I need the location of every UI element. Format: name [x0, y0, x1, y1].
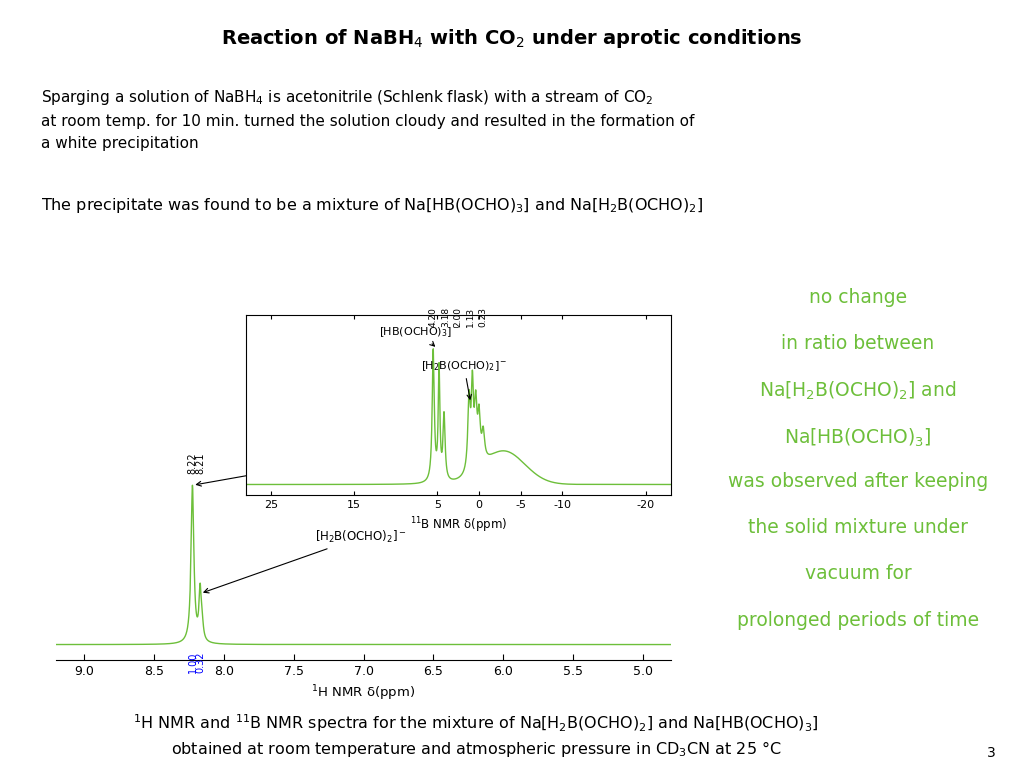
Text: obtained at room temperature and atmospheric pressure in CD$_3$CN at 25 °C: obtained at room temperature and atmosph… — [171, 739, 781, 759]
Text: was observed after keeping: was observed after keeping — [728, 472, 988, 492]
Text: Sparging a solution of NaBH$_4$ is acetonitrile (Schlenk flask) with a stream of: Sparging a solution of NaBH$_4$ is aceto… — [41, 88, 694, 151]
Text: 0.23: 0.23 — [479, 307, 487, 327]
Text: [HB(OCHO)$_3$]$^-$: [HB(OCHO)$_3$]$^-$ — [197, 454, 366, 486]
Text: The precipitate was found to be a mixture of Na[HB(OCHO)$_3$] and Na[H$_2$B(OCHO: The precipitate was found to be a mixtur… — [41, 196, 703, 215]
Text: [H$_2$B(OCHO)$_2$]$^-$: [H$_2$B(OCHO)$_2$]$^-$ — [421, 359, 507, 399]
Text: Na[H$_2$B(OCHO)$_2$] and: Na[H$_2$B(OCHO)$_2$] and — [760, 380, 956, 402]
Text: $^1$H NMR and $^{11}$B NMR spectra for the mixture of Na[H$_2$B(OCHO)$_2$] and N: $^1$H NMR and $^{11}$B NMR spectra for t… — [133, 713, 819, 734]
X-axis label: $^1$H NMR δ(ppm): $^1$H NMR δ(ppm) — [311, 684, 416, 703]
Text: vacuum for: vacuum for — [805, 564, 911, 584]
Text: Reaction of NaBH$_4$ with CO$_2$ under aprotic conditions: Reaction of NaBH$_4$ with CO$_2$ under a… — [221, 27, 803, 50]
Text: [H$_2$B(OCHO)$_2$]$^-$: [H$_2$B(OCHO)$_2$]$^-$ — [204, 529, 407, 593]
Text: 2.00: 2.00 — [454, 307, 463, 327]
Text: prolonged periods of time: prolonged periods of time — [737, 611, 979, 630]
Text: 8.22: 8.22 — [187, 452, 198, 474]
Text: 4.20: 4.20 — [429, 307, 437, 327]
Text: 1.13: 1.13 — [466, 307, 475, 327]
Text: the solid mixture under: the solid mixture under — [749, 518, 968, 538]
Text: no change: no change — [809, 288, 907, 307]
Text: 0.32: 0.32 — [196, 652, 205, 674]
Text: 3.18: 3.18 — [441, 307, 451, 327]
Text: 1.00: 1.00 — [187, 652, 198, 673]
Text: [HB(OCHO)$_3$]$^-$: [HB(OCHO)$_3$]$^-$ — [379, 326, 461, 346]
X-axis label: $^{11}$B NMR δ(ppm): $^{11}$B NMR δ(ppm) — [410, 516, 507, 535]
Text: in ratio between: in ratio between — [781, 334, 935, 353]
Text: 3: 3 — [986, 746, 995, 760]
Text: Na[HB(OCHO)$_3$]: Na[HB(OCHO)$_3$] — [784, 426, 932, 449]
Text: 8.21: 8.21 — [196, 452, 205, 474]
